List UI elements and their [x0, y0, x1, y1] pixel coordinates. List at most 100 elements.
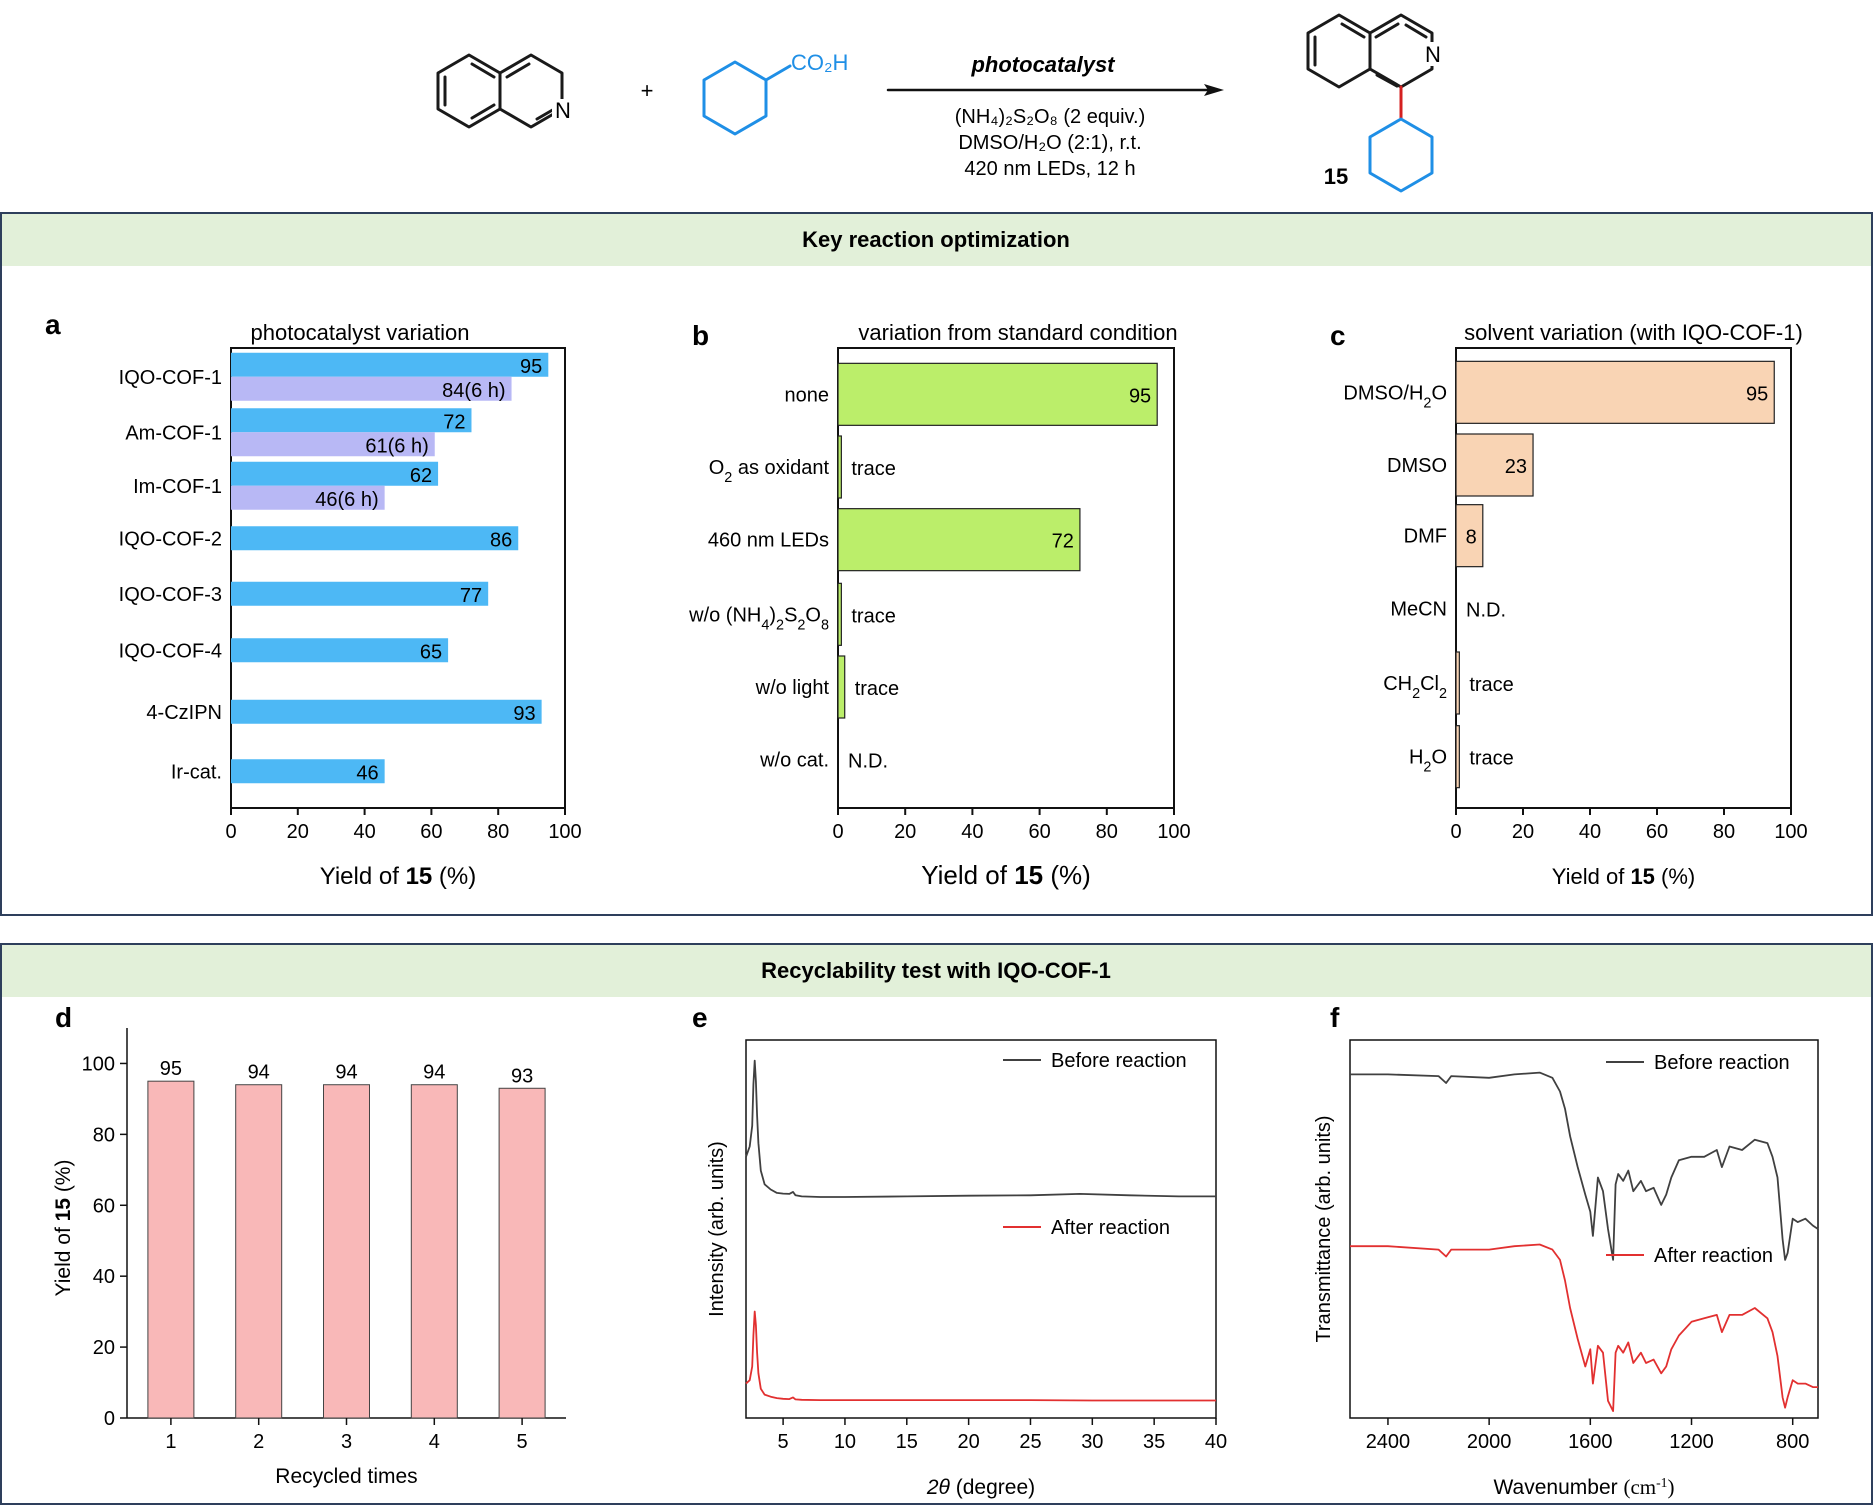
bar-12h: [231, 408, 472, 433]
bar-12h: [231, 759, 385, 784]
x-tick-label-e: 25: [1019, 1431, 1041, 1453]
bar-value-label: 46(6 h): [315, 489, 378, 511]
bar-value-label: 8: [1466, 527, 1477, 549]
bar-value-label: 95: [520, 356, 542, 378]
bar: [837, 582, 842, 646]
category-label-c: DMSO/H2O: [1343, 382, 1447, 411]
section1-header: [2, 214, 1871, 266]
category-label-a: IQO-COF-2: [119, 528, 222, 550]
x-tick-label-b: 80: [1096, 821, 1118, 843]
y-axis-label-d: Yield of 15 (%): [52, 1160, 75, 1297]
x-tick-label-e: 20: [958, 1431, 980, 1453]
legend-label-after: After reaction: [1051, 1217, 1170, 1239]
bar-recycle: [410, 1084, 458, 1419]
series-line-before: [745, 1059, 1216, 1198]
bar-value-label: 86: [490, 529, 512, 551]
x-tick-label-d: 3: [341, 1431, 352, 1453]
series-line-after: [745, 1310, 1216, 1402]
bar: [1455, 360, 1775, 424]
x-tick-label-e: 40: [1205, 1431, 1227, 1453]
x-tick-label-a: 20: [287, 821, 309, 843]
y-tick-label-d: 0: [104, 1408, 115, 1430]
reaction-arrowhead: [1204, 84, 1224, 96]
bar-value-label: N.D.: [1466, 599, 1506, 621]
y-tick-label-d: 60: [93, 1195, 115, 1217]
category-label-c: MeCN: [1390, 598, 1447, 620]
y-tick-label-d: 100: [82, 1053, 115, 1075]
x-tick-label-b: 0: [832, 821, 843, 843]
x-tick-label-c: 40: [1579, 821, 1601, 843]
bar-recycle: [235, 1084, 283, 1419]
x-tick-label-f: 2000: [1467, 1431, 1512, 1453]
bar: [837, 435, 842, 499]
bar-value-label: 95: [160, 1058, 182, 1080]
bar-12h: [231, 638, 449, 663]
category-label-a: 4-CzIPN: [146, 702, 222, 724]
x-axis-label-b: Yield of 15 (%): [921, 860, 1091, 890]
category-label-a: IQO-COF-4: [119, 640, 222, 662]
bar-value-label: trace: [855, 678, 899, 700]
chart-title-c: solvent variation (with IQO-COF-1): [1464, 320, 1803, 345]
x-axis-label-e: 2θ (degree): [926, 1476, 1035, 1499]
bar-value-label: 62: [410, 465, 432, 487]
bar: [837, 508, 1081, 572]
bar-value-label: 95: [1746, 383, 1768, 405]
x-tick-label-a: 60: [420, 821, 442, 843]
bar-value-label: 72: [443, 411, 465, 433]
series-line-after: [1350, 1243, 1818, 1412]
plot-frame-a: [230, 347, 566, 809]
x-tick-label-f: 800: [1776, 1431, 1809, 1453]
co2h-label: CO₂H: [791, 50, 848, 75]
y-tick-label-d: 80: [93, 1124, 115, 1146]
x-tick-label-e: 30: [1081, 1431, 1103, 1453]
bar-value-label: N.D.: [848, 751, 888, 773]
bar-value-label: trace: [1469, 748, 1513, 770]
section2-frame: [0, 943, 1873, 1505]
x-tick-label-a: 40: [353, 821, 375, 843]
bar-value-label: 46: [356, 762, 378, 784]
x-tick-label-d: 5: [517, 1431, 528, 1453]
bar-recycle: [498, 1087, 546, 1419]
x-tick-label-b: 40: [961, 821, 983, 843]
chart-panel-f: f 2400 2000 1600 1200 800 Before reaction After…: [1313, 1002, 1819, 1500]
x-tick-label-a: 0: [225, 821, 236, 843]
section1-title: Key reaction optimization: [802, 227, 1070, 252]
bar: [1455, 433, 1534, 497]
condition-light: 420 nm LEDs, 12 h: [964, 158, 1135, 180]
bar-value-label: 61(6 h): [365, 435, 428, 457]
category-label-b: w/o cat.: [759, 750, 829, 772]
x-axis-label-a: Yield of 15 (%): [320, 863, 477, 890]
bar-value-label: 77: [460, 585, 482, 607]
x-tick-label-d: 4: [429, 1431, 440, 1453]
isoquinoline-n-atom: N: [555, 98, 571, 123]
chart-title-a: photocatalyst variation: [251, 320, 470, 345]
x-tick-label-c: 0: [1450, 821, 1461, 843]
x-tick-label-c: 60: [1646, 821, 1668, 843]
x-tick-label-b: 60: [1028, 821, 1050, 843]
product-structure: [1306, 13, 1434, 193]
legend-label-before: Before reaction: [1654, 1052, 1790, 1074]
panel-label-a: a: [45, 309, 61, 340]
x-axis-label-d: Recycled times: [275, 1465, 417, 1488]
bar: [1455, 651, 1460, 715]
category-label-a: IQO-COF-1: [119, 367, 222, 389]
x-tick-label-b: 20: [894, 821, 916, 843]
series-line-before: [1350, 1071, 1819, 1261]
plot-frame-c: [1455, 347, 1792, 809]
x-tick-label-b: 100: [1157, 821, 1190, 843]
panel-label-f: f: [1330, 1002, 1340, 1033]
x-tick-label-e: 10: [834, 1431, 856, 1453]
bar-6h: [231, 485, 385, 510]
arrow-photocatalyst-label: photocatalyst: [970, 52, 1116, 77]
y-axis-label-e: Intensity (arb. units): [706, 1141, 728, 1317]
x-axis-label-f: Wavenumber (cm-1): [1494, 1475, 1675, 1500]
category-label-a: IQO-COF-3: [119, 584, 222, 606]
category-label-c: DMSO: [1387, 455, 1447, 477]
bar-12h: [231, 526, 519, 551]
chart-panel-e: e 5 10 15 20 25 30 35 40 Before reaction After rea…: [692, 1002, 1227, 1499]
x-tick-label-f: 1600: [1568, 1431, 1613, 1453]
plot-frame-b: [837, 347, 1175, 809]
section2-title: Recyclability test with IQO-COF-1: [761, 958, 1111, 983]
chart-panel-c: c solvent variation (with IQO-COF-1) 0 20 40…: [1330, 320, 1808, 889]
